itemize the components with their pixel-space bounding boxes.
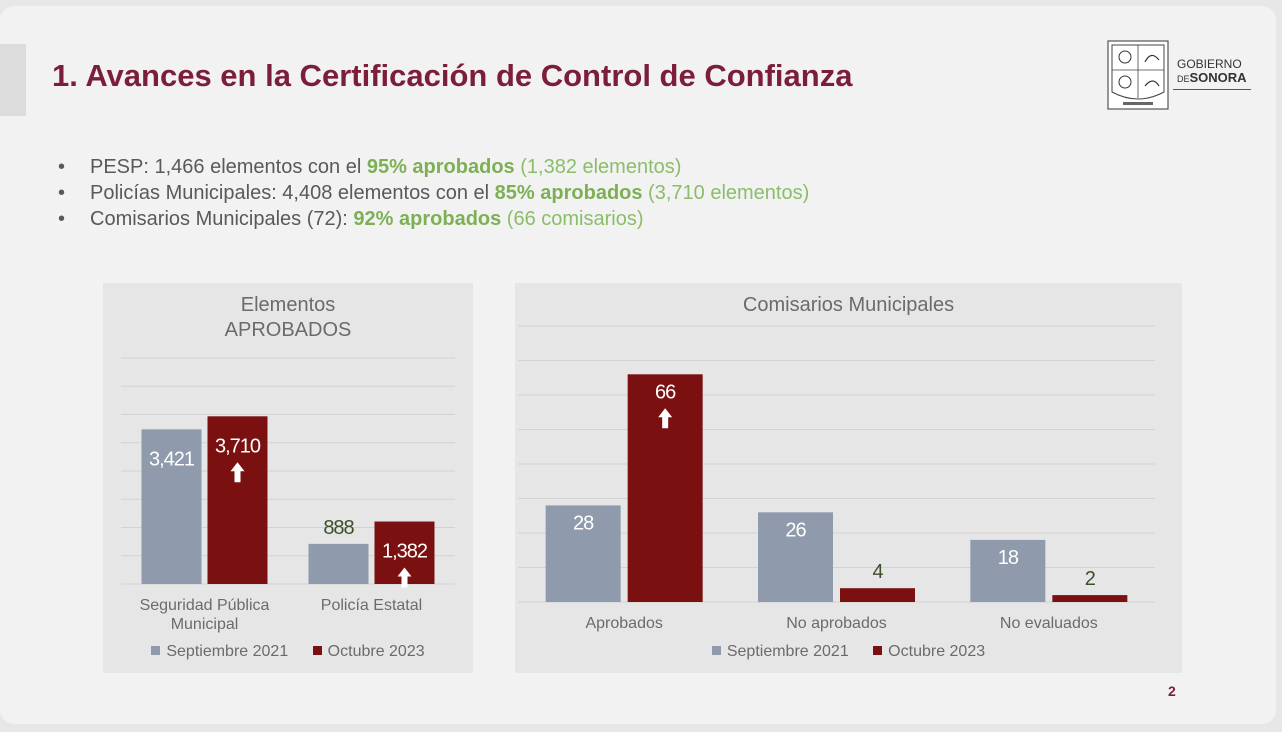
legend-label: Octubre 2023 [888,643,986,660]
category-label: No aprobados [786,615,887,632]
logo-line2-prefix: DE [1177,74,1190,84]
data-label: 4 [872,561,883,583]
legend-item-oct2023: Octubre 2023 [873,643,985,660]
bar-sep2021 [308,543,369,584]
bar-oct2023 [1052,595,1128,602]
gobierno-sonora-logo: GOBIERNO DESONORA [1107,40,1257,114]
bar-oct2023 [207,416,268,584]
data-label: 66 [655,381,676,403]
bullet-text: Comisarios Municipales (72): [90,208,354,230]
category-label: Seguridad Pública [140,597,270,614]
data-label: 28 [573,512,594,534]
legend-label: Octubre 2023 [327,643,425,660]
data-label: 18 [998,547,1019,569]
bar-sep2021 [970,539,1046,602]
legend-swatch [151,646,161,655]
legend-label: Septiembre 2021 [726,643,849,660]
bullet-detail: (3,710 elementos) [642,182,810,204]
legend-swatch [873,646,883,655]
legend-swatch [312,646,322,655]
bullet-text: Policías Municipales: 4,408 elementos co… [90,182,495,204]
logo-wordmark: GOBIERNO DESONORA [1177,58,1247,86]
bullet-highlight: 95% aprobados [366,156,515,178]
bar-oct2023 [840,588,915,602]
sonora-seal-icon [1107,40,1169,110]
page-number: 2 [1168,683,1176,699]
category-label: No evaluados [1000,615,1098,632]
legend-swatch [711,646,721,655]
chart-panel-elementos: Elementos APROBADOS 3,421 3,710 Seguridad … [103,283,473,673]
chart-legend: Septiembre 2021 Octubre 2023 [103,643,473,661]
data-label: 2 [1085,568,1096,590]
bullet-text: PESP: 1,466 elementos con el [90,156,367,178]
chart-legend: Septiembre 2021 Octubre 2023 [515,643,1182,661]
title-accent-tab [0,44,26,116]
bar-sep2021 [141,429,202,584]
data-label: 888 [323,517,354,539]
chart-elementos-svg: 3,421 3,710 Seguridad Pública Municipal 888 1… [121,357,455,633]
chart-panel-comisarios: Comisarios Municipales 28 66 Aprobados 26 4 N… [515,283,1182,673]
legend-item-sep2021: Septiembre 2021 [151,643,288,660]
chart-title-line: APROBADOS [224,319,352,341]
data-label: 3,710 [215,435,261,457]
bullet-highlight: 85% aprobados [494,182,643,204]
chart-title: Elementos APROBADOS [103,293,473,343]
legend-item-sep2021: Septiembre 2021 [711,643,849,660]
logo-line2: SONORA [1189,70,1247,85]
summary-bullets: PESP: 1,466 elementos con el 95% aprobad… [58,154,809,232]
bullet-item: PESP: 1,466 elementos con el 95% aprobad… [58,154,809,180]
bar-sep2021 [545,505,621,602]
page-title: 1. Avances en la Certificación de Contro… [52,58,853,93]
bullet-detail: (66 comisarios) [501,208,644,230]
legend-item-oct2023: Octubre 2023 [312,643,425,660]
data-label: 3,421 [149,448,195,470]
data-label: 1,382 [382,541,428,563]
chart-title: Comisarios Municipales [742,294,955,316]
up-arrow-icon [658,408,673,429]
logo-line1: GOBIERNO [1177,57,1242,71]
up-arrow-icon [397,567,412,588]
bar-sep2021 [758,512,833,602]
chart-title-line: Elementos [240,294,336,316]
bullet-highlight: 92% aprobados [353,208,502,230]
category-label: Aprobados [585,615,662,632]
bullet-item: Comisarios Municipales (72): 92% aprobad… [58,206,809,232]
legend-label: Septiembre 2021 [166,643,289,660]
up-arrow-icon [230,462,245,483]
category-label: Policía Estatal [321,597,422,614]
category-label: Municipal [171,616,239,633]
bullet-detail: (1,382 elementos) [514,156,682,178]
logo-underline [1173,89,1251,90]
data-label: 26 [785,519,806,541]
chart-comisarios-svg: 28 66 Aprobados 26 4 No aprobados 18 2 No evalua… [518,325,1155,632]
bullet-item: Policías Municipales: 4,408 elementos co… [58,180,809,206]
